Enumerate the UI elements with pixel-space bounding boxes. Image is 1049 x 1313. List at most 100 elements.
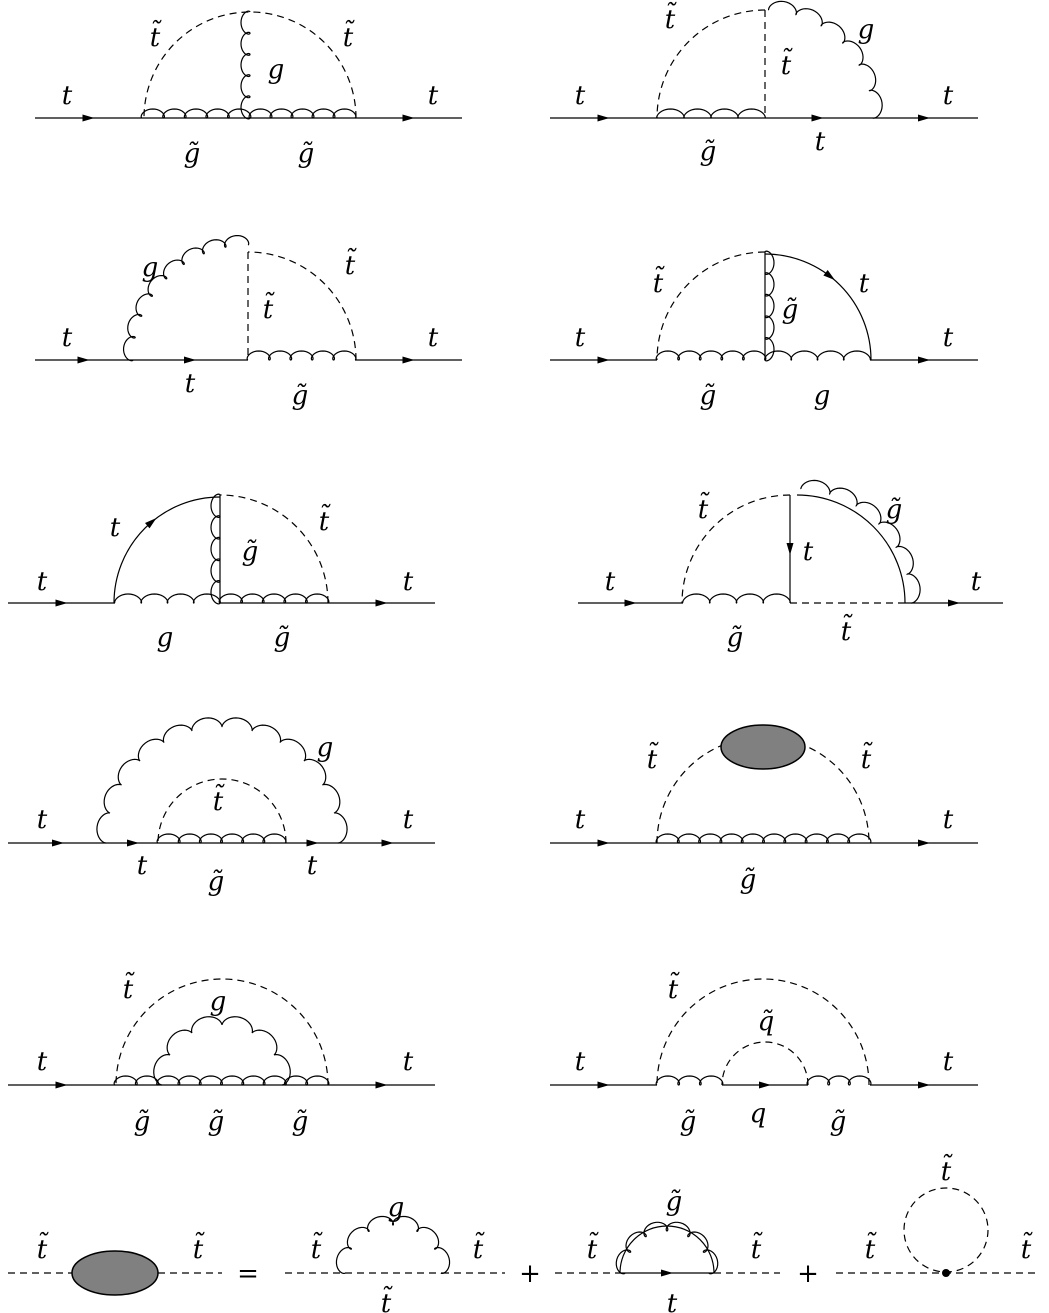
gluon-line bbox=[210, 493, 221, 605]
particle-label: t bbox=[575, 81, 586, 111]
particle-label: t bbox=[307, 851, 318, 881]
gluon-arc bbox=[96, 717, 348, 844]
diagram-4: t t t̃ t g̃ g̃ g bbox=[550, 250, 978, 411]
self-energy-blob bbox=[720, 724, 806, 770]
particle-label: t bbox=[667, 1289, 678, 1313]
particle-label: t bbox=[943, 81, 954, 111]
particle-label: t̃ bbox=[665, 1, 678, 35]
particle-label: t̃ bbox=[123, 971, 136, 1005]
vertex-dot bbox=[942, 1269, 950, 1277]
gluon-line bbox=[246, 350, 357, 361]
particle-label: t̃ bbox=[861, 741, 874, 775]
particle-label: g bbox=[157, 623, 174, 653]
arrow-icon bbox=[127, 839, 139, 847]
stop-arc bbox=[656, 978, 870, 1086]
arrow-icon bbox=[948, 599, 960, 607]
arrow-icon bbox=[597, 356, 610, 364]
particle-label: t bbox=[403, 805, 414, 835]
arrow-icon bbox=[918, 839, 930, 847]
particle-label: g̃ bbox=[208, 867, 225, 897]
particle-label: q bbox=[750, 1099, 767, 1129]
particle-label: t̃ bbox=[698, 491, 711, 525]
particle-label: t̃ bbox=[781, 47, 794, 81]
particle-label: g̃ bbox=[830, 1107, 847, 1137]
stop-arc bbox=[157, 778, 287, 844]
particle-label: t bbox=[943, 805, 954, 835]
arrow-icon bbox=[77, 356, 90, 364]
top-arc bbox=[796, 494, 906, 604]
diagram-6: t t t̃ g̃ t g̃ t̃ bbox=[578, 479, 1003, 653]
particle-label: t bbox=[803, 537, 814, 567]
arrow-icon bbox=[918, 356, 930, 364]
arrow-icon bbox=[918, 1081, 930, 1089]
particle-label: t̃ bbox=[841, 613, 854, 647]
particle-label: g̃ bbox=[298, 139, 315, 169]
particle-label: g bbox=[814, 381, 831, 411]
arrow-icon bbox=[597, 114, 610, 122]
gluon-line bbox=[682, 593, 791, 604]
stop-arc bbox=[247, 251, 357, 361]
particle-label: t bbox=[428, 323, 439, 353]
gluon-arc bbox=[615, 1221, 719, 1275]
particle-label: t̃ bbox=[37, 1231, 50, 1265]
particle-label: t bbox=[403, 1047, 414, 1077]
particle-label: g̃ bbox=[184, 139, 201, 169]
diagram-2: t t t̃ t̃ g g̃ t bbox=[550, 0, 978, 167]
particle-label: g bbox=[317, 733, 334, 763]
gluon-line bbox=[655, 350, 767, 361]
particle-label: t̃ bbox=[1021, 1231, 1034, 1265]
gluon-arc bbox=[800, 479, 921, 604]
particle-label: g bbox=[858, 15, 875, 45]
particle-label: t bbox=[575, 323, 586, 353]
particle-label: t̃ bbox=[319, 503, 332, 537]
particle-label: t̃ bbox=[343, 19, 356, 53]
arrow-icon bbox=[597, 1081, 610, 1089]
particle-label: t bbox=[110, 513, 121, 543]
gluon-arc bbox=[122, 234, 250, 362]
particle-label: t bbox=[62, 81, 73, 111]
arrow-icon bbox=[306, 839, 319, 847]
arrow-icon bbox=[82, 114, 95, 122]
gluon-line bbox=[764, 350, 871, 361]
particle-label: t̃ bbox=[150, 19, 163, 53]
particle-label: t bbox=[815, 127, 826, 157]
stop-arc bbox=[681, 494, 791, 604]
arrow-icon bbox=[52, 839, 64, 847]
arrow-icon bbox=[184, 356, 196, 364]
gluon-line bbox=[156, 833, 287, 844]
diagram-10: t t t̃ q̃ g̃ q g̃ bbox=[550, 971, 978, 1137]
arrow-icon bbox=[145, 517, 157, 529]
particle-label: + bbox=[797, 1259, 819, 1289]
particle-label: t bbox=[37, 805, 48, 835]
particle-label: t bbox=[37, 567, 48, 597]
particle-label: = bbox=[237, 1259, 259, 1289]
particle-label: g̃ bbox=[740, 865, 757, 895]
particle-label: g bbox=[142, 253, 159, 283]
particle-label: t̃ bbox=[381, 1285, 394, 1313]
particle-label: g bbox=[268, 55, 285, 85]
stop-loop bbox=[903, 1187, 989, 1273]
particle-label: g̃ bbox=[292, 1107, 309, 1137]
particle-label: t̃ bbox=[668, 971, 681, 1005]
particle-label: t bbox=[575, 805, 586, 835]
arrow-icon bbox=[597, 839, 610, 847]
gluon-line bbox=[656, 108, 766, 119]
arrow-icon bbox=[381, 839, 394, 847]
top-arc bbox=[764, 253, 872, 361]
diagram-8: t t t̃ t̃ g̃ bbox=[550, 724, 978, 895]
arrow-icon bbox=[786, 543, 794, 555]
gluon-line bbox=[113, 1075, 330, 1086]
arrow-icon bbox=[402, 114, 415, 122]
stop-arc bbox=[656, 251, 766, 361]
particle-label: t̃ bbox=[213, 783, 226, 817]
particle-label: g̃ bbox=[666, 1187, 683, 1217]
particle-label: g̃ bbox=[782, 295, 799, 325]
arrow-icon bbox=[624, 599, 637, 607]
arrow-icon bbox=[759, 1081, 771, 1089]
arrow-icon bbox=[375, 1081, 388, 1089]
particle-label: t bbox=[605, 567, 616, 597]
particle-label: g̃ bbox=[274, 623, 291, 653]
gluon-arc bbox=[767, 0, 883, 119]
gluon-line bbox=[806, 1075, 872, 1086]
